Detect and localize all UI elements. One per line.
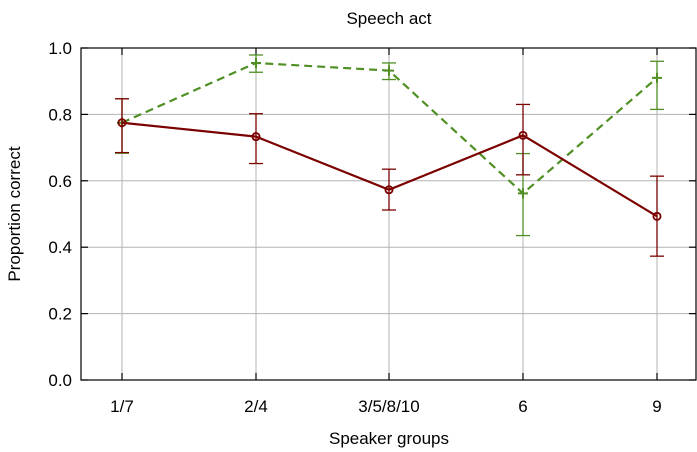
x-tick-label: 1/7 [110,397,134,416]
axes: 0.0 0.2 0.4 0.6 0.8 1.0 1/7 2/4 3/5/8/10 6 9 [48,39,697,416]
data-point [384,65,394,76]
data-point [518,188,528,199]
x-tick-label: 3/5/8/10 [358,397,419,416]
series-1 [115,54,664,237]
chart-title: Speech act [346,9,431,28]
x-tick-label: 6 [518,397,527,416]
y-tick-label: 0.0 [48,371,72,390]
y-axis-label: Proportion correct [5,146,24,281]
data-point [251,132,261,142]
data-point [652,211,662,221]
y-tick-label: 0.6 [48,172,72,191]
x-tick-label: 2/4 [244,397,268,416]
grid-lines [81,48,696,380]
data-point [117,118,127,128]
y-tick-label: 0.8 [48,105,72,124]
x-axis-label: Speaker groups [329,429,449,448]
y-tick-label: 0.2 [48,305,72,324]
data-point [652,72,662,83]
plot-frame [80,47,697,381]
data-point [518,130,528,140]
x-tick-label: 9 [652,397,661,416]
data-series [115,54,664,257]
series-line [121,121,658,218]
y-tick-label: 0.4 [48,238,72,257]
y-tick-label: 1.0 [48,39,72,58]
data-point [251,57,261,68]
data-point [384,185,394,195]
series-0 [115,98,664,257]
